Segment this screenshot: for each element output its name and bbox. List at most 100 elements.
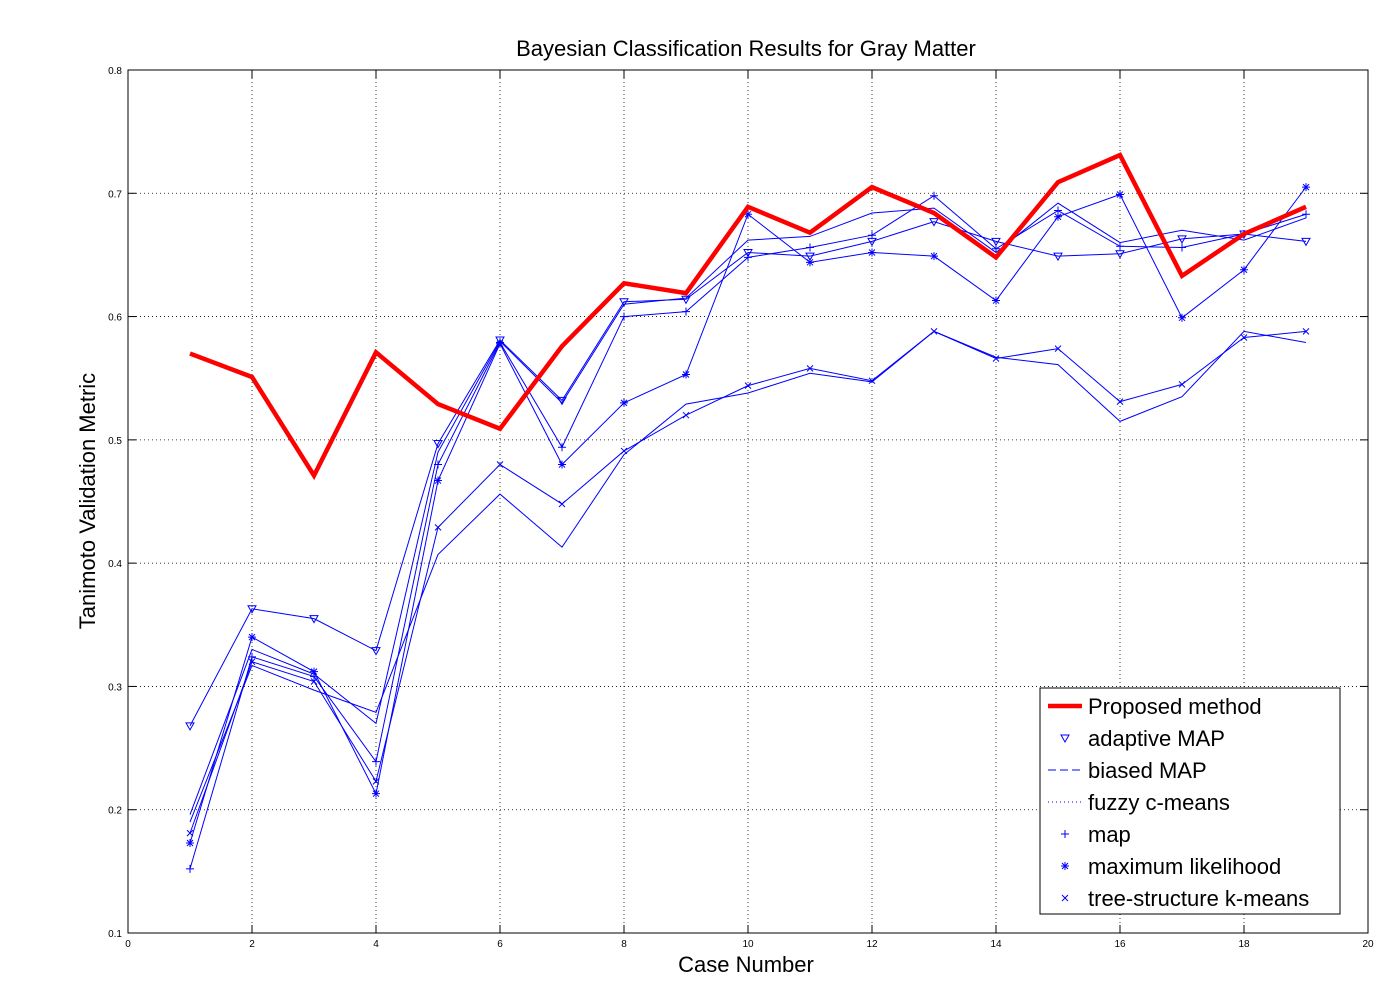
data-point-map [248, 652, 256, 661]
data-point-tree-structure-k-means [1116, 398, 1124, 405]
series-line-adaptive-map [189, 221, 1307, 727]
data-point-maximum-likelihood [682, 370, 690, 379]
data-point-map [620, 312, 628, 321]
legend-swatch [1060, 734, 1070, 744]
data-point-adaptive-map [805, 252, 815, 262]
legend-swatch [1061, 862, 1069, 870]
data-point-tree-structure-k-means [434, 524, 442, 531]
series-maximum-likelihood [186, 183, 1310, 848]
data-point-maximum-likelihood [868, 248, 876, 257]
legend-item: fuzzy c-means [1048, 790, 1230, 815]
legend-label: fuzzy c-means [1088, 790, 1230, 815]
legend-item: Proposed method [1048, 694, 1262, 719]
x-tick-label: 12 [866, 939, 878, 950]
data-point-tree-structure-k-means [806, 364, 814, 372]
data-point-adaptive-map [309, 615, 319, 624]
x-tick-label: 16 [1114, 939, 1126, 950]
legend-label: tree-structure k-means [1088, 886, 1309, 911]
data-point-maximum-likelihood [620, 398, 628, 407]
y-tick-label: 0.4 [108, 559, 122, 570]
legend-item: adaptive MAP [1060, 726, 1225, 751]
data-point-map [372, 757, 380, 766]
data-point-maximum-likelihood [1302, 183, 1310, 192]
data-point-adaptive-map [247, 605, 257, 614]
data-point-adaptive-map [929, 218, 939, 227]
y-tick-label: 0.3 [108, 682, 122, 693]
data-point-maximum-likelihood [248, 633, 256, 642]
data-point-maximum-likelihood [930, 252, 938, 261]
data-point-maximum-likelihood [434, 476, 442, 485]
data-point-tree-structure-k-means [558, 500, 566, 508]
data-point-tree-structure-k-means [496, 461, 504, 468]
grid-layer [128, 70, 1368, 933]
y-tick-label: 0.7 [108, 189, 122, 200]
legend-item: map [1061, 822, 1131, 847]
data-point-tree-structure-k-means [186, 829, 194, 837]
data-point-map [868, 231, 876, 240]
data-point-maximum-likelihood [310, 667, 318, 676]
data-point-maximum-likelihood [186, 839, 194, 848]
legend-label: map [1088, 822, 1131, 847]
data-point-map [682, 307, 690, 316]
legend-item: maximum likelihood [1061, 854, 1281, 879]
data-point-adaptive-map [991, 237, 1001, 247]
data-point-map [744, 253, 752, 262]
series-proposed-method [189, 152, 1307, 481]
legend-label: Proposed method [1088, 694, 1262, 719]
legend: Proposed method adaptive MAP biased MAP fuz… [1039, 687, 1341, 915]
data-point-maximum-likelihood [496, 339, 504, 348]
legend-box [1039, 687, 1341, 915]
x-tick-label: 6 [497, 939, 503, 950]
data-point-map [930, 191, 938, 200]
data-point-tree-structure-k-means [744, 382, 752, 389]
data-point-maximum-likelihood [806, 258, 814, 267]
data-point-maximum-likelihood [558, 460, 566, 469]
y-tick-label: 0.2 [108, 806, 122, 817]
x-tick-label: 14 [990, 939, 1002, 950]
data-point-map [1178, 243, 1186, 252]
data-point-adaptive-map [1053, 252, 1063, 262]
data-point-adaptive-map [1301, 237, 1311, 247]
x-tick-label: 4 [373, 939, 379, 950]
y-tick-label: 0.5 [108, 436, 122, 447]
legend-item: biased MAP [1048, 758, 1207, 783]
data-point-tree-structure-k-means [372, 778, 380, 785]
data-point-maximum-likelihood [744, 210, 752, 219]
x-tick-label: 8 [621, 939, 627, 950]
x-tick-label: 18 [1238, 939, 1250, 950]
data-point-tree-structure-k-means [682, 411, 690, 419]
data-point-tree-structure-k-means [1054, 345, 1062, 352]
data-point-adaptive-map [1177, 235, 1187, 244]
data-point-tree-structure-k-means [868, 377, 876, 385]
legend-swatch [1061, 830, 1069, 838]
data-point-map [1116, 242, 1124, 251]
legend-label: biased MAP [1088, 758, 1207, 783]
data-point-tree-structure-k-means [1240, 334, 1248, 341]
data-point-adaptive-map [681, 295, 691, 305]
data-point-tree-structure-k-means [930, 328, 938, 335]
x-tick-label: 2 [249, 939, 255, 950]
legend-swatch [1061, 894, 1069, 902]
axes-layer: 0 2 4 6 8 10 12 14 16 18 20 0.1 0.2 0.3 0.4 0.5 0.6 0.7 0.… [108, 66, 1374, 950]
data-point-tree-structure-k-means [248, 658, 256, 666]
y-tick-label: 0.1 [108, 929, 122, 940]
data-point-map [992, 244, 1000, 253]
data-point-maximum-likelihood [1240, 265, 1248, 274]
data-point-maximum-likelihood [1116, 190, 1124, 199]
data-point-tree-structure-k-means [620, 447, 628, 455]
data-point-tree-structure-k-means [310, 678, 318, 685]
series-fuzzy-c-means [189, 330, 1307, 823]
y-tick-label: 0.6 [108, 313, 122, 324]
data-point-tree-structure-k-means [992, 355, 1000, 362]
legend-label: adaptive MAP [1088, 726, 1225, 751]
series-line-fuzzy-c-means [189, 330, 1307, 823]
series-adaptive-map [185, 218, 1311, 731]
x-tick-label: 20 [1362, 939, 1374, 950]
data-point-adaptive-map [619, 298, 629, 307]
data-point-map [806, 243, 814, 252]
legend-items: Proposed method adaptive MAP biased MAP fuz… [1048, 694, 1309, 911]
data-point-maximum-likelihood [1054, 212, 1062, 221]
data-point-map [1302, 210, 1310, 219]
legend-label: maximum likelihood [1088, 854, 1281, 879]
